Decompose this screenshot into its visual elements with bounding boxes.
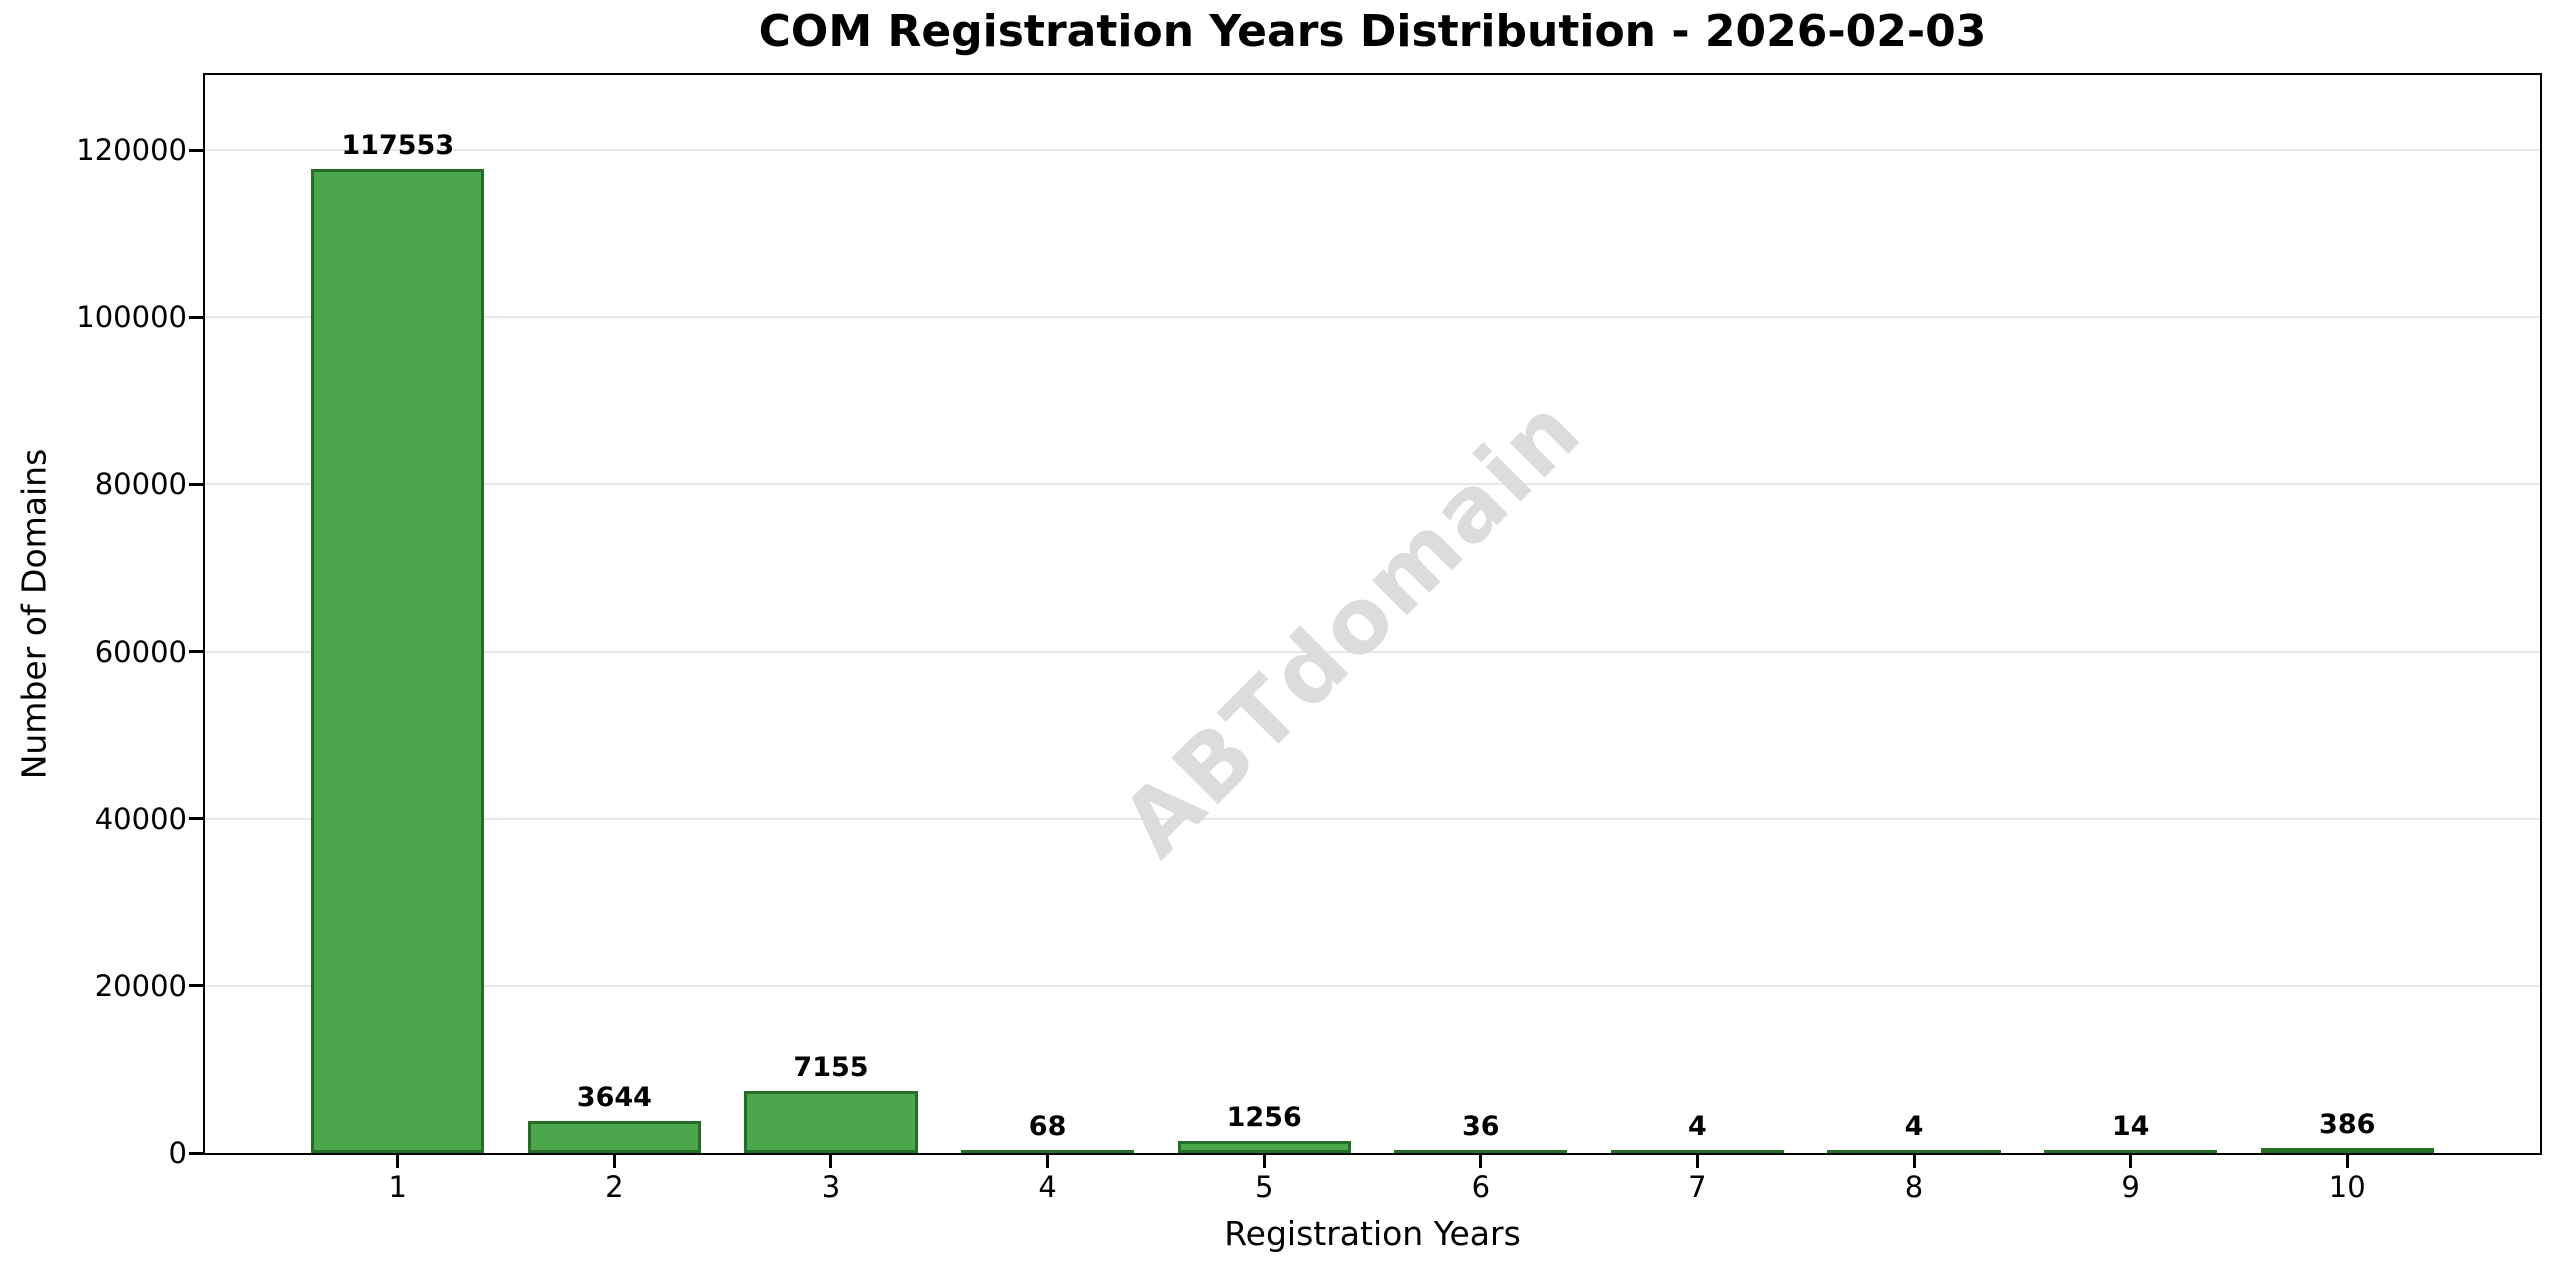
y-tick-label: 80000	[94, 467, 187, 502]
bar-value-label: 3644	[576, 1081, 652, 1113]
x-tick-label: 8	[1904, 1170, 1924, 1204]
bar	[1827, 1149, 2001, 1153]
bar-value-label: 68	[1028, 1110, 1067, 1142]
bar	[527, 1120, 702, 1153]
gridline	[205, 817, 2540, 820]
bar	[960, 1149, 1135, 1153]
bar	[1610, 1149, 1785, 1153]
y-tick-label: 100000	[76, 300, 187, 335]
y-tick-label: 60000	[94, 634, 187, 669]
gridline	[205, 316, 2540, 319]
x-tick-label: 1	[388, 1170, 407, 1204]
x-tick-mark	[1479, 1155, 1483, 1168]
bar	[1177, 1140, 1351, 1153]
bar-value-label: 7155	[793, 1052, 869, 1084]
bar-value-label: 117553	[341, 129, 455, 161]
x-tick-label: 9	[2121, 1170, 2140, 1204]
x-tick-label: 3	[821, 1170, 841, 1204]
y-tick-label: 120000	[76, 133, 187, 168]
bar	[2260, 1147, 2434, 1153]
bar	[2043, 1149, 2218, 1153]
x-tick-mark	[829, 1155, 833, 1168]
y-tick-mark	[189, 315, 203, 319]
x-tick-mark	[1912, 1155, 1916, 1168]
x-tick-mark	[1046, 1155, 1050, 1168]
gridline	[205, 984, 2540, 987]
bar	[744, 1091, 918, 1153]
plot-area: 117553 3644 7155 68 1256 36 4 4 14 386 ABTdomain	[203, 73, 2542, 1155]
x-tick-label: 10	[2328, 1170, 2366, 1204]
x-tick-label: 6	[1471, 1170, 1491, 1204]
bar-value-label: 386	[2319, 1108, 2376, 1140]
x-tick-mark	[2129, 1155, 2133, 1168]
y-tick-mark	[189, 817, 203, 821]
bar-value-label: 1256	[1226, 1101, 1302, 1133]
bar	[1394, 1149, 1568, 1153]
y-tick-label: 0	[168, 1136, 187, 1170]
gridline	[205, 149, 2540, 152]
y-tick-mark	[189, 482, 203, 486]
x-tick-label: 5	[1254, 1170, 1274, 1204]
x-tick-mark	[396, 1155, 400, 1168]
x-tick-mark	[2345, 1155, 2349, 1168]
x-tick-label: 7	[1688, 1170, 1707, 1204]
y-tick-mark	[189, 148, 203, 152]
x-tick-mark	[1262, 1155, 1266, 1168]
chart-title: COM Registration Years Distribution - 20…	[758, 6, 1987, 57]
bar-value-label: 14	[2111, 1110, 2150, 1142]
bar	[311, 168, 485, 1153]
bar-value-label: 4	[1904, 1110, 1924, 1142]
bar-value-label: 36	[1462, 1110, 1500, 1142]
y-tick-label: 40000	[94, 801, 187, 836]
x-tick-mark	[1695, 1155, 1699, 1168]
gridline	[205, 483, 2540, 486]
y-tick-mark	[189, 650, 203, 654]
gridline	[205, 650, 2540, 653]
y-tick-mark	[189, 984, 203, 988]
bar-value-label: 4	[1688, 1110, 1707, 1142]
y-tick-mark	[189, 1151, 203, 1155]
x-axis-title: Registration Years	[1224, 1214, 1521, 1253]
watermark-text: ABTdomain	[1101, 376, 1603, 878]
x-tick-mark	[612, 1155, 616, 1168]
x-tick-label: 2	[605, 1170, 624, 1204]
x-tick-label: 4	[1038, 1170, 1057, 1204]
y-tick-label: 20000	[94, 968, 187, 1003]
